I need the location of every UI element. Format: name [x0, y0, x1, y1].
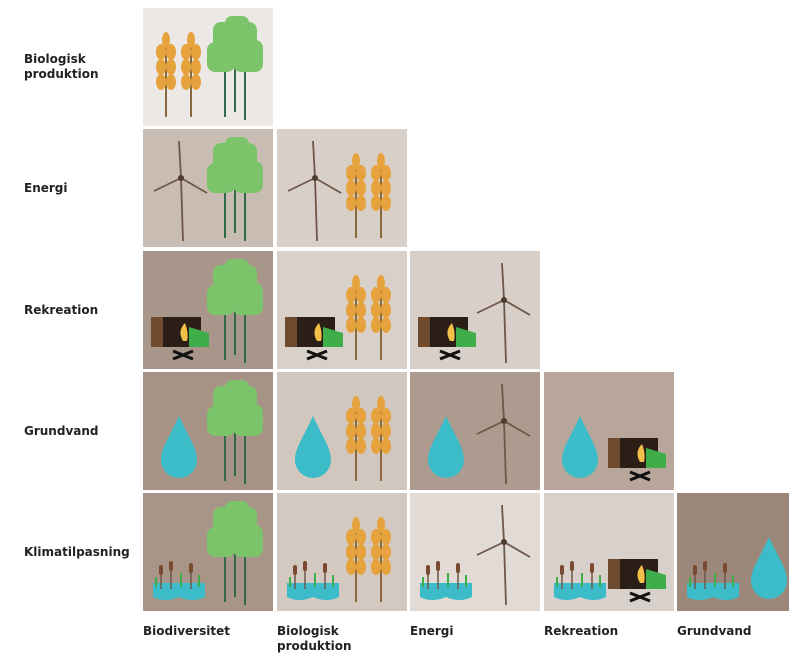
col-lbl: Rekreation: [544, 624, 619, 638]
row-lbl: Energi: [24, 181, 68, 195]
tile: [410, 251, 540, 369]
col-lbl: Biologisk produktion: [277, 624, 352, 653]
row-lbl: Biologisk produktion: [24, 52, 99, 81]
col-lbl: Energi: [410, 624, 454, 638]
col-lbl: Biodiversitet: [143, 624, 230, 638]
col-lbl: Grundvand: [677, 624, 752, 638]
row-lbl: Klimatilpasning: [24, 545, 130, 559]
tile: [544, 372, 674, 490]
row-lbl: Grundvand: [24, 424, 99, 438]
row-lbl: Rekreation: [24, 303, 99, 317]
